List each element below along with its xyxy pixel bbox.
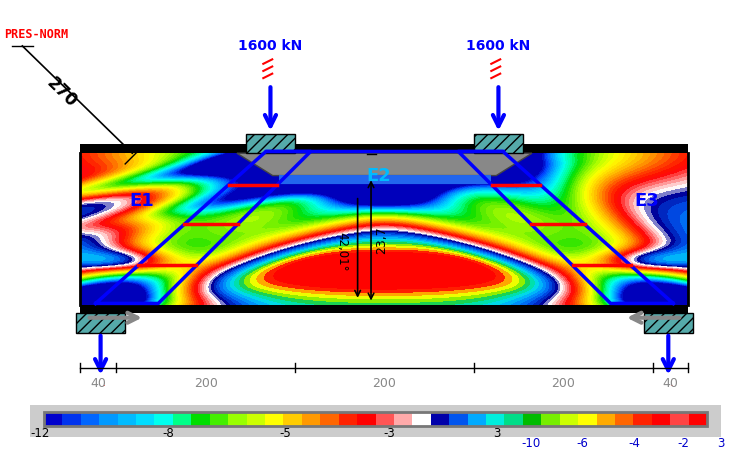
Bar — [578, 412, 597, 426]
Bar — [357, 412, 376, 426]
Text: 23,7: 23,7 — [376, 227, 388, 254]
Text: -12: -12 — [31, 427, 50, 440]
Bar — [671, 412, 689, 426]
Text: 200: 200 — [551, 377, 575, 390]
Bar — [486, 412, 505, 426]
Bar — [44, 412, 63, 426]
Text: PRES-NORM: PRES-NORM — [5, 28, 68, 41]
Bar — [283, 412, 303, 426]
Bar — [615, 412, 634, 426]
Bar — [376, 412, 394, 426]
Text: -6: -6 — [577, 437, 589, 450]
Text: 200: 200 — [194, 377, 218, 390]
Bar — [541, 412, 560, 426]
Bar — [596, 412, 616, 426]
Bar — [449, 412, 469, 426]
Bar — [246, 134, 295, 153]
Text: E2: E2 — [366, 167, 391, 185]
Text: 40: 40 — [662, 377, 678, 390]
Bar — [339, 412, 357, 426]
Text: E1: E1 — [130, 192, 155, 210]
Polygon shape — [237, 153, 532, 176]
Bar — [689, 412, 708, 426]
Bar — [44, 412, 707, 426]
Text: -2: -2 — [677, 437, 689, 450]
Bar — [320, 412, 339, 426]
Bar — [246, 412, 266, 426]
Text: 270: 270 — [43, 74, 80, 111]
Text: 3: 3 — [493, 427, 500, 440]
Bar — [265, 412, 284, 426]
Text: -5: -5 — [280, 427, 291, 440]
Bar — [644, 313, 693, 333]
Text: 3: 3 — [717, 437, 725, 450]
Bar — [136, 412, 155, 426]
Bar — [412, 412, 432, 426]
Bar — [80, 412, 100, 426]
Bar — [633, 412, 653, 426]
Text: 1600 kN: 1600 kN — [238, 39, 303, 53]
Text: 200: 200 — [372, 377, 397, 390]
Bar — [62, 412, 81, 426]
Text: -10: -10 — [521, 437, 541, 450]
Bar — [652, 412, 671, 426]
Bar — [99, 412, 118, 426]
Bar — [505, 412, 523, 426]
Text: -4: -4 — [629, 437, 641, 450]
Bar — [523, 412, 542, 426]
Bar — [210, 412, 229, 426]
Bar — [302, 412, 321, 426]
Bar — [474, 134, 523, 153]
Bar — [173, 412, 192, 426]
Text: 1600 kN: 1600 kN — [466, 39, 530, 53]
Bar — [394, 412, 413, 426]
Text: 42,01°: 42,01° — [336, 232, 348, 272]
Bar — [192, 412, 210, 426]
Bar — [155, 412, 173, 426]
Text: -8: -8 — [162, 427, 174, 440]
Bar — [76, 313, 125, 333]
Text: E3: E3 — [635, 192, 659, 210]
Text: -3: -3 — [384, 427, 395, 440]
Bar — [80, 305, 689, 313]
Bar — [559, 412, 579, 426]
Bar — [118, 412, 137, 426]
Bar — [80, 144, 689, 153]
Bar — [228, 412, 247, 426]
Bar — [468, 412, 487, 426]
Bar — [431, 412, 450, 426]
Text: 40: 40 — [90, 377, 107, 390]
